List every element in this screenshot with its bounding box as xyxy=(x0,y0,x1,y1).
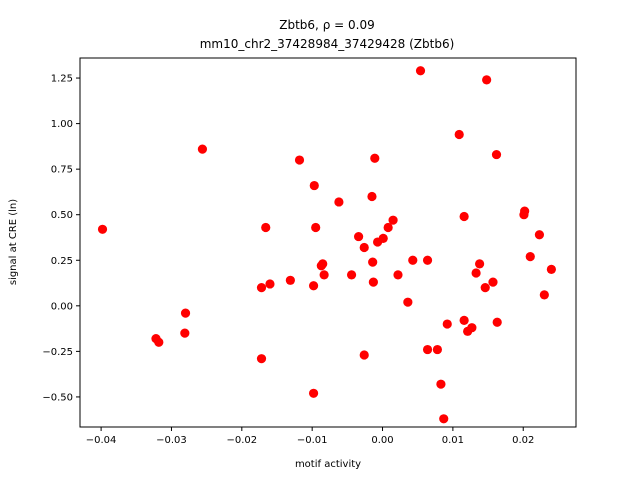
x-axis-label: motif activity xyxy=(295,459,361,470)
data-point xyxy=(436,379,446,389)
data-point xyxy=(368,257,378,267)
data-point xyxy=(308,281,319,291)
data-point xyxy=(309,180,319,191)
data-point xyxy=(432,344,442,355)
data-point xyxy=(459,315,469,325)
data-point xyxy=(308,388,319,398)
data-point xyxy=(408,255,418,265)
data-point xyxy=(422,344,433,355)
data-point xyxy=(393,270,403,280)
data-point xyxy=(482,75,492,85)
y-tick-label: 0.00 xyxy=(51,301,73,312)
chart-title-line-1: Zbtb6, ρ = 0.09 xyxy=(279,18,374,32)
x-tick-label: −0.01 xyxy=(297,435,328,446)
data-point xyxy=(294,155,305,165)
data-point xyxy=(467,323,477,333)
data-point xyxy=(354,231,364,242)
data-point xyxy=(520,206,530,216)
x-tick-label: 0.02 xyxy=(512,435,534,446)
y-tick-label: 1.25 xyxy=(51,74,73,85)
data-point xyxy=(539,290,549,300)
chart-title-line-2: mm10_chr2_37428984_37429428 (Zbtb6) xyxy=(200,37,455,51)
data-point xyxy=(480,283,490,293)
data-point xyxy=(285,275,295,285)
y-tick-label: 1.00 xyxy=(51,119,73,130)
y-tick-label: −0.50 xyxy=(42,392,73,403)
data-point xyxy=(415,66,426,76)
data-point xyxy=(378,233,388,243)
data-point xyxy=(546,264,556,274)
data-point xyxy=(491,149,502,160)
x-tick-label: −0.03 xyxy=(156,435,187,446)
data-point xyxy=(359,350,369,360)
data-point xyxy=(388,215,398,225)
data-point xyxy=(492,317,502,327)
data-point xyxy=(311,222,321,233)
data-point xyxy=(256,354,267,364)
x-tick-label: −0.04 xyxy=(86,435,117,446)
data-point xyxy=(442,319,452,329)
data-point xyxy=(403,297,413,307)
data-point xyxy=(370,153,380,163)
data-point xyxy=(359,242,369,253)
data-point xyxy=(334,197,344,207)
data-point xyxy=(319,270,329,280)
y-tick-label: −0.25 xyxy=(42,347,73,358)
data-point xyxy=(256,283,267,293)
data-point xyxy=(488,277,498,287)
data-point xyxy=(154,337,164,347)
y-axis-ticks: −0.50 −0.25 0.00 0.25 0.50 0.75 1.00 1.25 xyxy=(42,74,80,403)
data-point xyxy=(454,129,464,140)
y-tick-label: 0.50 xyxy=(51,210,73,221)
data-point xyxy=(265,279,275,289)
data-point xyxy=(316,261,326,271)
y-tick-label: 0.75 xyxy=(51,165,73,176)
data-point xyxy=(261,222,271,233)
data-point xyxy=(180,308,191,318)
data-point xyxy=(439,414,449,424)
y-axis-label: signal at CRE (ln) xyxy=(8,199,19,285)
data-point xyxy=(383,222,393,233)
data-point xyxy=(534,230,545,240)
plot-frame xyxy=(79,57,577,428)
data-point xyxy=(367,191,377,202)
x-tick-label: 0.00 xyxy=(371,435,393,446)
data-point xyxy=(475,259,485,269)
x-axis-ticks: −0.04 −0.03 −0.02 −0.01 0.00 0.01 0.02 xyxy=(86,427,534,446)
data-point xyxy=(525,252,535,262)
data-point xyxy=(459,211,469,222)
data-point xyxy=(471,268,481,278)
data-point xyxy=(97,224,108,234)
data-point xyxy=(346,270,357,280)
data-points xyxy=(97,66,556,424)
y-tick-label: 0.25 xyxy=(51,256,73,267)
x-tick-label: 0.01 xyxy=(442,435,464,446)
data-point xyxy=(368,277,378,287)
data-point xyxy=(422,255,433,265)
data-point xyxy=(180,328,190,338)
data-point xyxy=(197,144,208,154)
x-tick-label: −0.02 xyxy=(226,435,257,446)
